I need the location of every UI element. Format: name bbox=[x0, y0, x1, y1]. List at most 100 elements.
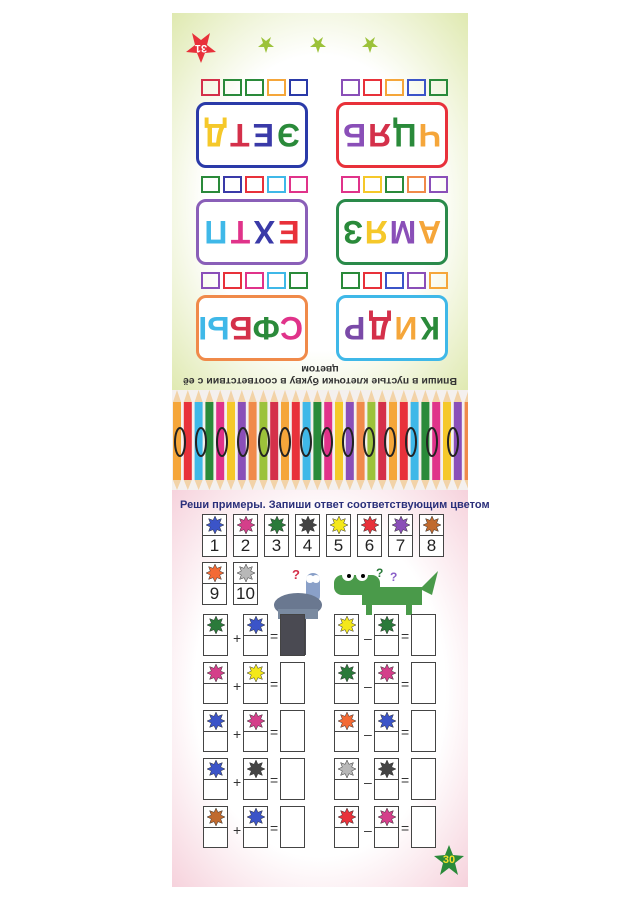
answer-square[interactable] bbox=[363, 176, 382, 193]
operand-cell[interactable] bbox=[334, 662, 359, 704]
pencil bbox=[237, 390, 246, 490]
operand-cell[interactable] bbox=[243, 758, 268, 800]
operand-cell[interactable] bbox=[243, 806, 268, 848]
result-box[interactable] bbox=[411, 710, 436, 752]
pencil bbox=[173, 390, 181, 490]
answer-square[interactable] bbox=[223, 176, 242, 193]
answer-square[interactable] bbox=[267, 79, 286, 96]
operand-cell[interactable] bbox=[203, 806, 228, 848]
page-number-badge: 31 bbox=[186, 33, 216, 63]
operand-cell[interactable] bbox=[243, 614, 268, 656]
answer-square[interactable] bbox=[267, 176, 286, 193]
operand-cell[interactable] bbox=[243, 710, 268, 752]
answer-square[interactable] bbox=[223, 272, 242, 289]
key-number: 2 bbox=[240, 536, 251, 555]
answer-square[interactable] bbox=[429, 272, 448, 289]
result-box[interactable] bbox=[280, 806, 305, 848]
result-box[interactable] bbox=[411, 806, 436, 848]
answer-square[interactable] bbox=[245, 79, 264, 96]
question-mark: ? bbox=[390, 570, 397, 584]
answer-squares bbox=[341, 79, 448, 96]
color-key-item: 10 bbox=[233, 562, 258, 605]
equals-sign: = bbox=[270, 676, 279, 692]
answer-squares bbox=[201, 79, 308, 96]
answer-square[interactable] bbox=[289, 79, 308, 96]
star-icon bbox=[377, 808, 396, 826]
letter: Ы bbox=[198, 310, 230, 346]
operand-cell[interactable] bbox=[374, 614, 399, 656]
key-number: 1 bbox=[209, 536, 220, 555]
page-number: 31 bbox=[194, 42, 208, 54]
answer-square[interactable] bbox=[245, 272, 264, 289]
result-box[interactable] bbox=[411, 614, 436, 656]
answer-square[interactable] bbox=[267, 272, 286, 289]
equals-sign: = bbox=[401, 820, 410, 836]
answer-square[interactable] bbox=[429, 79, 448, 96]
equals-sign: = bbox=[270, 772, 279, 788]
star-icon bbox=[377, 616, 396, 634]
operand-cell[interactable] bbox=[334, 806, 359, 848]
star-icon bbox=[246, 664, 265, 682]
answer-square[interactable] bbox=[289, 176, 308, 193]
answer-square[interactable] bbox=[201, 272, 220, 289]
answer-square[interactable] bbox=[223, 79, 242, 96]
pencil bbox=[421, 390, 430, 490]
instruction: Впиши в пустые клеточки букву в соответс… bbox=[182, 363, 458, 387]
equals-sign: = bbox=[270, 820, 279, 836]
answer-square[interactable] bbox=[407, 79, 426, 96]
answer-square[interactable] bbox=[363, 272, 382, 289]
result-box[interactable] bbox=[280, 614, 305, 656]
answer-square[interactable] bbox=[407, 176, 426, 193]
letter: З bbox=[342, 214, 363, 250]
operand-cell[interactable] bbox=[334, 614, 359, 656]
color-key-item: 7 bbox=[388, 514, 413, 557]
result-box[interactable] bbox=[280, 710, 305, 752]
key-number: 3 bbox=[271, 536, 282, 555]
key-number: 4 bbox=[302, 536, 313, 555]
answer-square[interactable] bbox=[407, 272, 426, 289]
answer-square[interactable] bbox=[341, 176, 360, 193]
pencil bbox=[399, 390, 408, 490]
operand-cell[interactable] bbox=[334, 710, 359, 752]
answer-square[interactable] bbox=[341, 79, 360, 96]
operand-cell[interactable] bbox=[203, 662, 228, 704]
pencil bbox=[443, 390, 451, 490]
answer-square[interactable] bbox=[363, 79, 382, 96]
page-number: 30 bbox=[442, 854, 456, 866]
operand-cell[interactable] bbox=[374, 806, 399, 848]
star-icon bbox=[246, 808, 265, 826]
letter: Ц bbox=[393, 117, 417, 153]
result-box[interactable] bbox=[411, 758, 436, 800]
equals-sign: = bbox=[401, 772, 410, 788]
result-box[interactable] bbox=[280, 662, 305, 704]
operand-cell[interactable] bbox=[374, 710, 399, 752]
operand-cell[interactable] bbox=[374, 758, 399, 800]
answer-square[interactable] bbox=[385, 272, 404, 289]
result-box[interactable] bbox=[411, 662, 436, 704]
equals-sign: = bbox=[270, 628, 279, 644]
letter: Р bbox=[344, 310, 366, 346]
operand-cell[interactable] bbox=[203, 758, 228, 800]
color-key-item: 2 bbox=[233, 514, 258, 557]
operand-cell[interactable] bbox=[203, 614, 228, 656]
answer-square[interactable] bbox=[245, 176, 264, 193]
answer-square[interactable] bbox=[201, 176, 220, 193]
letter: Е bbox=[278, 214, 300, 250]
answer-square[interactable] bbox=[201, 79, 220, 96]
spiral-ring bbox=[426, 427, 438, 457]
result-box[interactable] bbox=[280, 758, 305, 800]
letter: Х bbox=[253, 214, 275, 250]
answer-square[interactable] bbox=[341, 272, 360, 289]
operand-cell[interactable] bbox=[243, 662, 268, 704]
operand-cell[interactable] bbox=[334, 758, 359, 800]
operand-cell[interactable] bbox=[203, 710, 228, 752]
answer-square[interactable] bbox=[385, 79, 404, 96]
letter: Б bbox=[343, 117, 367, 153]
operand-cell[interactable] bbox=[374, 662, 399, 704]
answer-square[interactable] bbox=[385, 176, 404, 193]
spiral-ring bbox=[279, 427, 291, 457]
answer-square[interactable] bbox=[289, 272, 308, 289]
answer-square[interactable] bbox=[429, 176, 448, 193]
star-icon bbox=[205, 516, 224, 534]
